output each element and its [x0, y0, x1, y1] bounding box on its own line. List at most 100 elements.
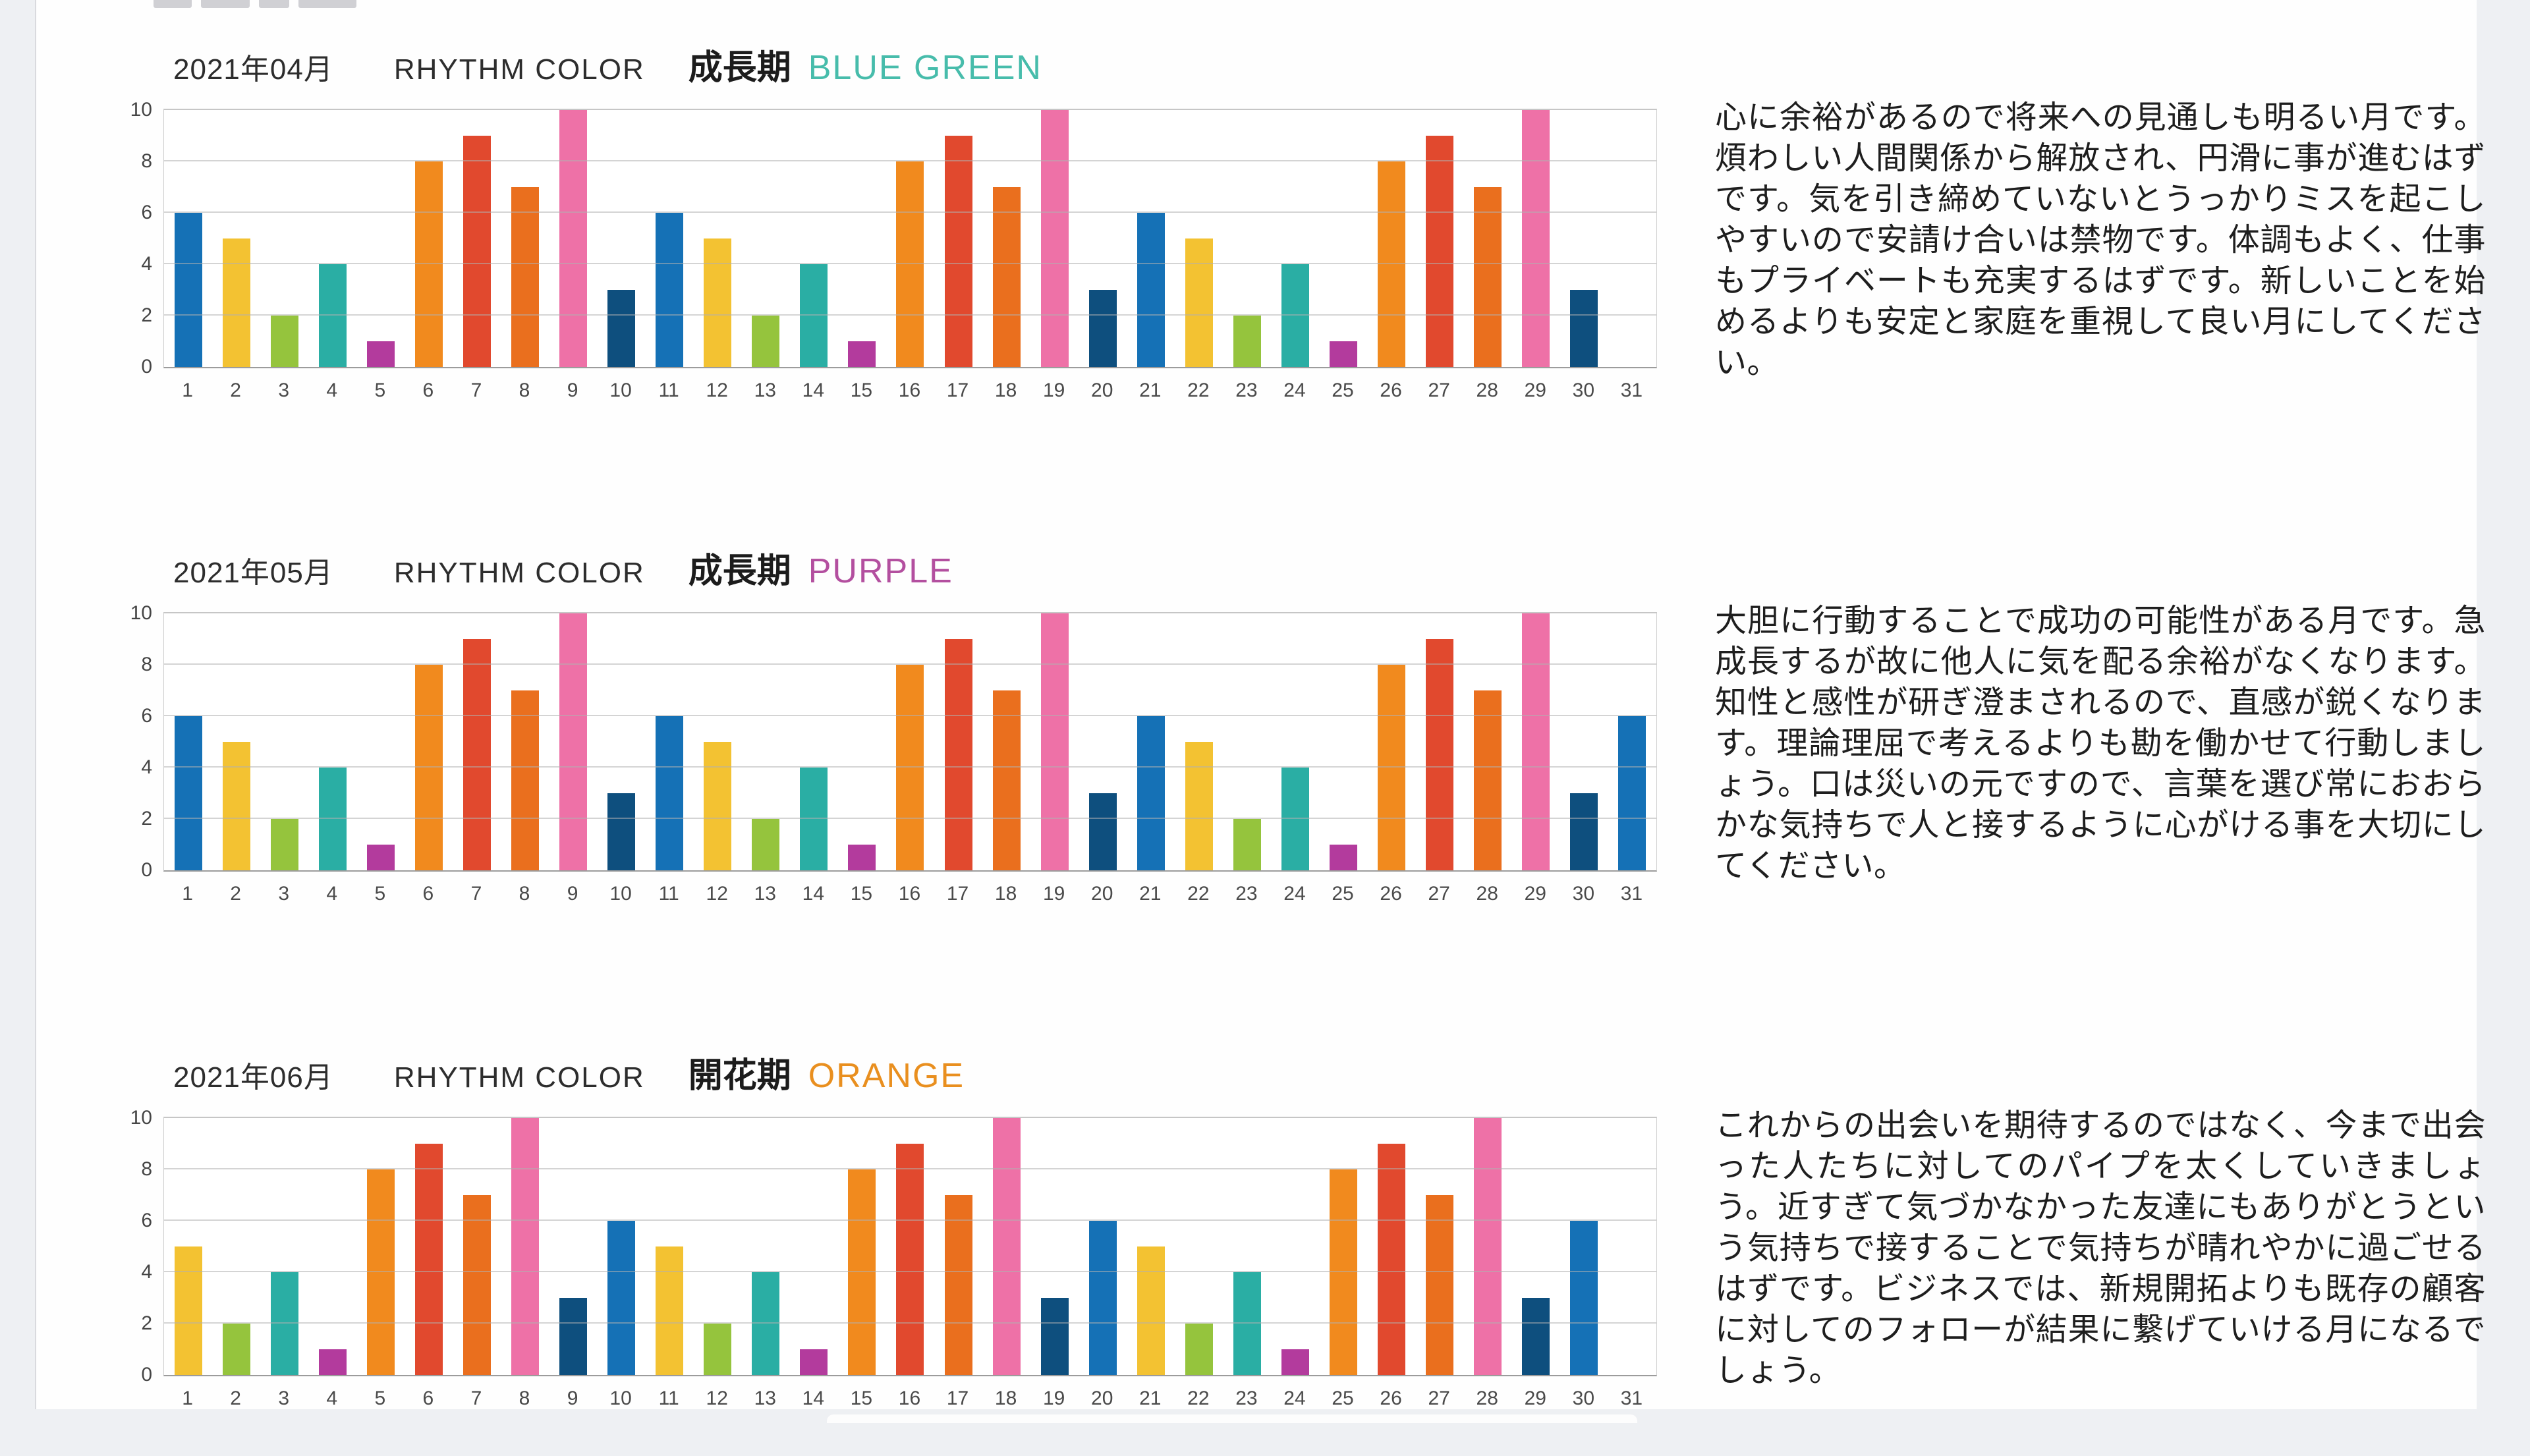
bar-slot — [1030, 1118, 1079, 1375]
x-tick-label: 22 — [1187, 379, 1210, 401]
bar-day-13 — [752, 819, 780, 870]
rhythm-color-label: RHYTHM COLOR — [393, 53, 645, 86]
bar-day-10 — [607, 290, 636, 367]
y-tick-label: 4 — [141, 253, 152, 275]
bar-slot — [1223, 1118, 1271, 1375]
bar-day-7 — [463, 1195, 491, 1375]
bar-day-1 — [174, 213, 202, 367]
x-tick-label: 23 — [1235, 1387, 1258, 1409]
x-tick-label: 25 — [1332, 883, 1354, 905]
bar-day-12 — [704, 238, 732, 367]
bar-day-10 — [607, 793, 636, 870]
bar-slot — [598, 1118, 646, 1375]
bar-day-28 — [1474, 1118, 1502, 1375]
x-tick-label: 26 — [1380, 883, 1402, 905]
bar-slot — [1560, 110, 1608, 367]
x-tick-label: 10 — [609, 1387, 632, 1409]
bars-layer — [164, 110, 1656, 367]
bar-slot — [405, 613, 453, 870]
bar-day-17 — [944, 1195, 972, 1375]
bar-day-21 — [1137, 213, 1165, 367]
x-tick-label: 17 — [946, 883, 969, 905]
bar-slot — [1512, 110, 1560, 367]
bar-day-8 — [511, 690, 539, 870]
bar-slot — [1512, 613, 1560, 870]
y-tick-label: 10 — [130, 99, 152, 121]
bar-slot — [1416, 613, 1464, 870]
y-tick-label: 4 — [141, 1261, 152, 1283]
bar-day-11 — [656, 213, 684, 367]
y-tick-label: 2 — [141, 808, 152, 829]
bar-day-6 — [414, 161, 443, 367]
bar-day-28 — [1474, 187, 1502, 367]
x-tick-label: 19 — [1042, 379, 1065, 401]
bar-day-8 — [511, 1118, 539, 1375]
x-tick-label: 6 — [422, 1387, 434, 1409]
x-tick-label: 31 — [1620, 1387, 1643, 1409]
bar-slot — [742, 1118, 790, 1375]
bar-slot — [212, 1118, 260, 1375]
bar-day-26 — [1378, 161, 1406, 367]
bar-day-18 — [992, 690, 1021, 870]
y-tick-label: 6 — [141, 202, 152, 223]
x-axis-labels: 1 2 3 4 5 6 7 8 9 10 11 12 13 14 15 16 17 18 19 20 21 22 23 24 2… — [163, 379, 1656, 402]
gridline — [164, 211, 1656, 213]
x-tick-label: 12 — [706, 379, 728, 401]
x-tick-label: 3 — [278, 883, 289, 905]
bar-slot — [694, 1118, 742, 1375]
x-tick-label: 14 — [802, 883, 825, 905]
bar-day-30 — [1570, 1221, 1598, 1375]
bar-day-29 — [1522, 613, 1550, 870]
bar-slot — [646, 1118, 694, 1375]
bar-day-7 — [463, 639, 491, 870]
bar-day-19 — [1040, 613, 1069, 870]
x-tick-label: 26 — [1380, 379, 1402, 401]
bar-slot — [1368, 110, 1416, 367]
bar-slot — [549, 1118, 598, 1375]
bar-slot — [1127, 613, 1175, 870]
month-date-label: 2021年06月 — [173, 1061, 333, 1094]
bar-slot — [405, 110, 453, 367]
bar-slot — [501, 1118, 549, 1375]
x-tick-label: 24 — [1283, 379, 1306, 401]
gridline — [164, 715, 1656, 716]
y-tick-label: 6 — [141, 1210, 152, 1231]
x-tick-label: 27 — [1428, 1387, 1450, 1409]
bar-day-19 — [1040, 110, 1069, 367]
clipped-heading-fragment — [154, 0, 378, 9]
month-description: 大胆に行動することで成功の可能性がある月です。急成長するが故に他人に気を配る余裕… — [1715, 603, 2486, 883]
bar-slot — [164, 1118, 212, 1375]
x-tick-label: 11 — [658, 883, 679, 905]
bar-day-9 — [559, 1298, 588, 1375]
bar-slot — [308, 613, 356, 870]
bar-day-16 — [896, 665, 924, 870]
bar-slot — [549, 110, 598, 367]
bar-chart-plot: 0 2 4 6 8 10 — [130, 602, 1657, 881]
gridline — [164, 818, 1656, 819]
bar-day-5 — [366, 1169, 395, 1375]
x-tick-label: 2 — [230, 379, 241, 401]
bar-slot — [1608, 1118, 1656, 1375]
gridline — [164, 1168, 1656, 1169]
bar-slot — [886, 1118, 934, 1375]
bar-day-20 — [1088, 290, 1117, 367]
bar-day-24 — [1281, 264, 1309, 367]
x-tick-label: 27 — [1428, 883, 1450, 905]
bar-slot — [694, 613, 742, 870]
x-tick-label: 15 — [850, 883, 873, 905]
bar-slot — [260, 613, 308, 870]
bar-slot — [1320, 1118, 1368, 1375]
bar-day-28 — [1474, 690, 1502, 870]
bar-day-4 — [318, 264, 347, 367]
x-tick-label: 1 — [182, 1387, 193, 1409]
month-header: 2021年06月 RHYTHM COLOR 開花期 ORANGE — [173, 1048, 965, 1097]
x-tick-label: 30 — [1572, 1387, 1595, 1409]
bar-day-29 — [1522, 1298, 1550, 1375]
x-tick-label: 10 — [609, 379, 632, 401]
bar-slot — [1560, 1118, 1608, 1375]
bar-day-7 — [463, 136, 491, 367]
gridline — [164, 1271, 1656, 1272]
x-tick-label: 15 — [850, 379, 873, 401]
bar-slot — [1175, 613, 1223, 870]
bar-slot — [308, 110, 356, 367]
